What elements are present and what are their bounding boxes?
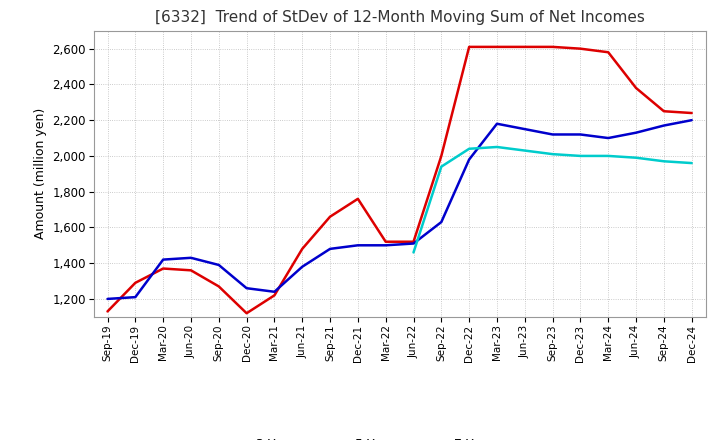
Line: 5 Years: 5 Years [107,120,692,299]
7 Years [688,161,696,166]
3 Years [521,44,529,50]
3 Years [270,293,279,298]
5 Years [215,262,223,268]
3 Years [604,50,613,55]
5 Years [325,246,334,252]
5 Years [298,264,307,269]
3 Years [688,110,696,116]
5 Years [521,126,529,132]
7 Years [521,148,529,153]
5 Years [382,242,390,248]
5 Years [604,136,613,141]
3 Years [549,44,557,50]
5 Years [354,242,362,248]
5 Years [688,117,696,123]
5 Years [159,257,168,262]
5 Years [492,121,501,126]
5 Years [409,241,418,246]
Title: [6332]  Trend of StDev of 12-Month Moving Sum of Net Incomes: [6332] Trend of StDev of 12-Month Moving… [155,11,644,26]
3 Years [186,268,195,273]
3 Years [242,311,251,316]
3 Years [215,284,223,289]
3 Years [409,239,418,244]
5 Years [437,220,446,225]
5 Years [660,123,668,128]
3 Years [465,44,474,50]
7 Years [549,151,557,157]
5 Years [270,289,279,294]
Legend: 3 Years, 5 Years, 7 Years: 3 Years, 5 Years, 7 Years [216,433,504,440]
3 Years [660,109,668,114]
Line: 3 Years: 3 Years [107,47,692,313]
3 Years [325,214,334,219]
3 Years [492,44,501,50]
Y-axis label: Amount (million yen): Amount (million yen) [34,108,47,239]
5 Years [186,255,195,260]
7 Years [409,250,418,255]
3 Years [437,153,446,158]
3 Years [103,309,112,314]
5 Years [465,157,474,162]
5 Years [576,132,585,137]
5 Years [631,130,640,136]
3 Years [131,280,140,286]
5 Years [103,296,112,301]
7 Years [631,155,640,160]
7 Years [437,164,446,169]
3 Years [298,246,307,252]
5 Years [549,132,557,137]
3 Years [576,46,585,51]
7 Years [604,153,613,158]
7 Years [660,159,668,164]
3 Years [159,266,168,271]
Line: 7 Years: 7 Years [413,147,692,253]
5 Years [131,294,140,300]
7 Years [465,146,474,151]
7 Years [576,153,585,158]
3 Years [382,239,390,244]
7 Years [492,144,501,150]
3 Years [631,85,640,91]
3 Years [354,196,362,202]
5 Years [242,286,251,291]
